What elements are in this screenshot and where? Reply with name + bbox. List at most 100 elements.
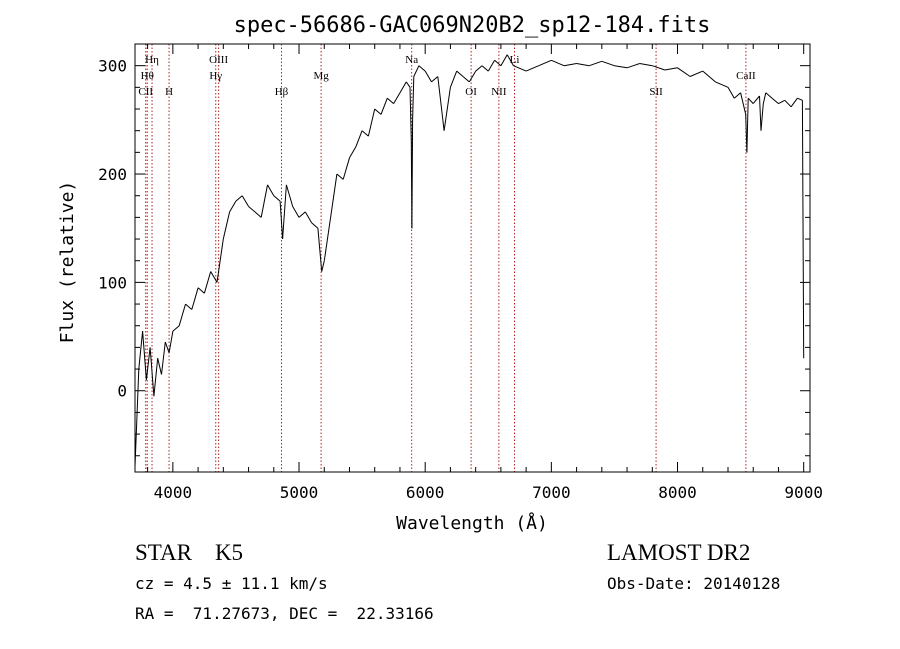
spectrum-segment: [771, 97, 779, 104]
line-label: Mg: [313, 70, 329, 82]
spectrum-segment: [664, 67, 678, 71]
spectrum-segment: [304, 211, 313, 224]
spectrum-segment: [801, 100, 805, 359]
coordinates: RA = 71.27673, DEC = 22.33166: [135, 604, 434, 623]
spectrum-segment: [412, 76, 415, 120]
spectrum-segment: [149, 347, 155, 397]
spectrum-segment: [157, 358, 162, 375]
spectrum-segment: [260, 184, 268, 218]
y-tick-label: 200: [98, 165, 127, 184]
spectrum-segment: [161, 341, 166, 375]
spectrum-segment: [153, 358, 159, 397]
spectrum-segment: [443, 87, 451, 131]
y-tick-label: 0: [117, 382, 127, 401]
spectrum-segment: [424, 70, 432, 83]
x-tick-label: 7000: [532, 483, 571, 502]
spectrum-segment: [652, 65, 666, 71]
y-tick-label: 300: [98, 57, 127, 76]
spectrum-segment: [727, 87, 735, 99]
spectrum-segment: [468, 70, 477, 83]
spectrum-segment: [185, 303, 193, 310]
spectrum-segment: [752, 95, 760, 104]
spectrum-segment: [639, 63, 653, 67]
line-label: Hη: [145, 54, 159, 66]
spectrum-segment: [282, 184, 287, 240]
spectrum-segment: [355, 130, 363, 148]
line-label: Li: [510, 54, 520, 66]
spectrum-segment: [513, 65, 527, 72]
spectrum-segment: [759, 95, 762, 131]
spectrum-segment: [222, 211, 231, 240]
spectrum-segment: [462, 76, 470, 83]
spectrum-segment: [330, 173, 338, 218]
chart-title: spec-56686-GAC069N20B2_sp12-184.fits: [234, 13, 711, 38]
x-tick-label: 4000: [154, 483, 193, 502]
spectrum-segment: [431, 76, 439, 83]
spectrum-segment: [241, 195, 250, 207]
spectrum-segment: [191, 287, 199, 310]
spectrum-segment: [380, 98, 388, 115]
spectrum-segment: [677, 67, 691, 77]
spectrum-segment: [413, 65, 420, 77]
spectrum-segment: [367, 108, 376, 137]
line-label: Hθ: [141, 70, 154, 82]
spectrum-segment: [614, 65, 628, 69]
spectrum-segment: [733, 92, 741, 99]
spectrum-segment: [142, 331, 147, 380]
spectrum-segment: [784, 99, 792, 108]
redshift-velocity: cz = 4.5 ± 11.1 km/s: [135, 574, 328, 593]
spectrum-segment: [481, 65, 489, 72]
spectrum-segment: [292, 206, 300, 218]
spectrum-segment: [626, 63, 640, 69]
spectrum-segment: [778, 99, 786, 105]
spectrum-segment: [172, 325, 180, 332]
line-label: Na: [405, 54, 418, 66]
spectrum-segment: [321, 260, 325, 272]
line-label: H: [165, 86, 173, 98]
spectrum-segment: [411, 119, 414, 229]
y-tick-label: 100: [98, 273, 127, 292]
spectrum-segment: [285, 184, 294, 207]
spectrum-segment: [418, 65, 426, 72]
spectrum-segment: [715, 81, 729, 88]
line-label: CaII: [736, 70, 756, 82]
spectrum-segment: [765, 92, 773, 99]
spectrum-segment: [267, 184, 275, 196]
spectrum-segment: [589, 60, 602, 67]
spectrum-segment: [311, 222, 319, 229]
observation-date: Obs-Date: 20140128: [607, 574, 781, 593]
line-label: OI: [465, 86, 477, 98]
spectrum-segment: [164, 341, 170, 353]
spectrum-segment: [538, 59, 552, 67]
spectrum-segment: [790, 97, 798, 108]
spectrum-segment: [576, 63, 590, 67]
y-axis-label: Flux (relative): [57, 181, 78, 344]
spectrum-segment: [525, 65, 539, 72]
spectrum-segment: [494, 59, 502, 67]
line-label: CII: [138, 86, 153, 98]
object-class: STAR K5: [135, 540, 244, 565]
spectrum-segment: [216, 238, 224, 283]
spectrum-segment: [254, 211, 262, 218]
spectrum-segment: [393, 92, 401, 104]
spectrum-segment: [197, 287, 205, 294]
spectrum-segment: [178, 303, 186, 326]
line-label: NII: [491, 86, 507, 98]
x-tick-label: 9000: [784, 483, 823, 502]
line-label: OIII: [209, 54, 228, 66]
spectrum-segment: [797, 97, 803, 101]
spectrum-segment: [342, 157, 350, 180]
spectrum-segment: [601, 60, 615, 67]
line-label: Hγ: [209, 70, 222, 82]
x-tick-label: 5000: [280, 483, 319, 502]
spectrum-segment: [210, 271, 218, 283]
spectrum-segment: [134, 369, 140, 467]
spectrum-segment: [689, 70, 703, 77]
spectrum-segment: [235, 195, 243, 202]
spectrum-segment: [409, 87, 412, 142]
plot-frame: [134, 43, 811, 473]
spectrum-segment: [203, 271, 212, 294]
spectrum-segment: [475, 65, 483, 72]
spectrum-segment: [317, 228, 323, 272]
